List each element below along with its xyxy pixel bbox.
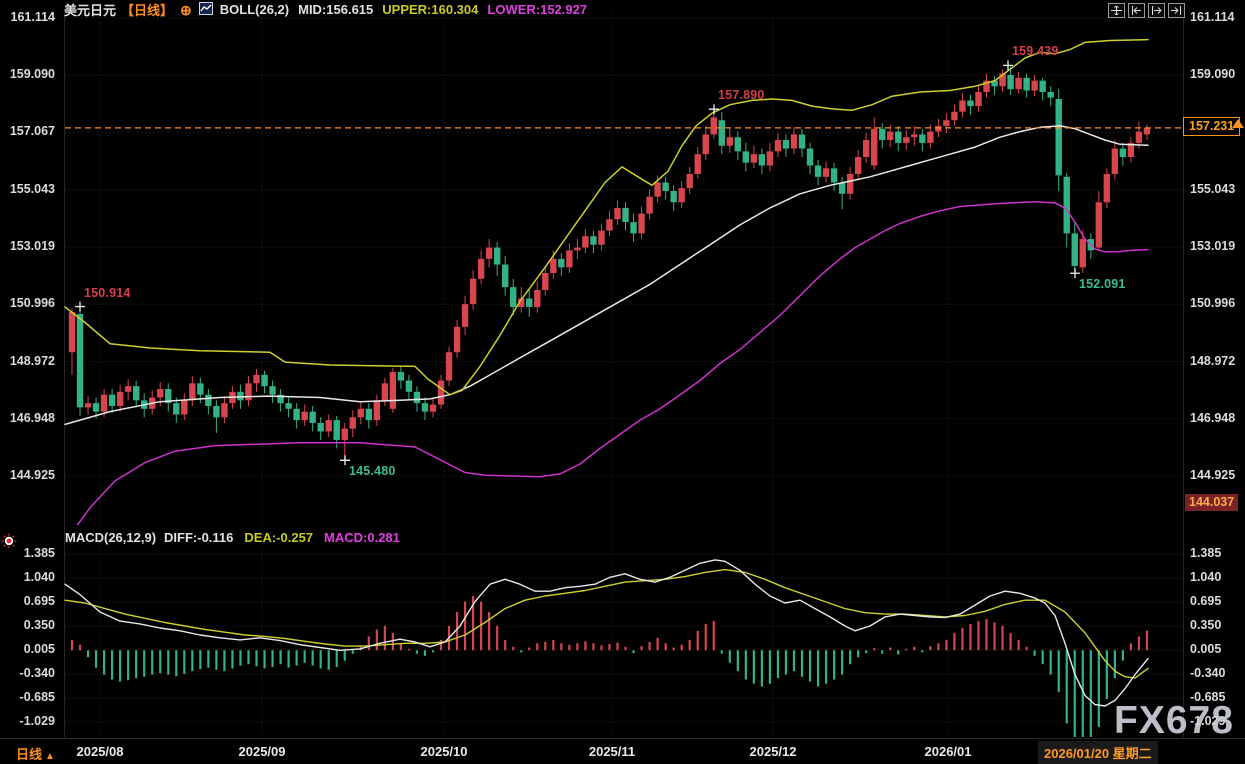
boll-lower-value: LOWER:152.927 (487, 2, 588, 17)
chart-header: 美元日元 【日线】 ⊕ BOLL(26,2) MID:156.615 UPPER… (64, 1, 587, 18)
time-axis-bar: 日线 ▲ 2025/08 2025/09 2025/10 2025/11 2025/12 2… (0, 738, 1245, 764)
price-tick: 155.043 (1190, 181, 1236, 196)
price-tick: 157.067 (9, 124, 55, 139)
macd-header: MACD(26,12,9) DIFF:-0.116 DEA:-0.257 MAC… (65, 530, 400, 545)
macd-macd-value: MACD:0.281 (324, 530, 400, 545)
time-label: 2026/01 (924, 744, 972, 759)
macd-dea-value: DEA:-0.257 (244, 530, 314, 545)
macd-tick: -1.029 (1190, 713, 1226, 728)
macd-axis-right: 1.385 1.040 0.695 0.350 0.005 -0.340 -0.685 -1.… (1187, 0, 1245, 764)
price-tick: 150.996 (1190, 296, 1236, 311)
macd-tick: 0.350 (1190, 617, 1222, 632)
macd-diff-value: DIFF:-0.116 (164, 530, 234, 545)
time-label: 2025/12 (749, 744, 797, 759)
macd-tick: -1.029 (19, 713, 55, 728)
macd-tick: 0.695 (1190, 593, 1222, 608)
boll-upper-value: UPPER:160.304 (382, 2, 479, 17)
watermark: FX678 (1114, 699, 1234, 742)
price-axis-left: 161.114 159.090 157.067 155.043 153.019 150.9… (0, 0, 59, 764)
price-tick: 144.925 (9, 467, 55, 482)
macd-label: MACD(26,12,9) (65, 530, 157, 545)
price-tick: 146.948 (9, 410, 55, 425)
low-price-tag: 144.037 (1185, 494, 1239, 511)
macd-tick: -0.685 (1190, 689, 1226, 704)
price-annotation: 159.439 (1012, 44, 1059, 59)
period-selector[interactable]: 日线 ▲ (16, 744, 55, 763)
indicator-chart-icon[interactable] (198, 1, 213, 18)
boll-mid-value: MID:156.615 (298, 2, 374, 17)
price-tick: 159.090 (9, 67, 55, 82)
price-annotation: 145.480 (349, 464, 396, 479)
macd-axis-left: 1.385 1.040 0.695 0.350 0.005 -0.340 -0.685 -1.… (0, 0, 59, 764)
macd-tick: 0.350 (23, 617, 55, 632)
macd-tick: 1.385 (1190, 545, 1222, 560)
price-annotation: 150.914 (84, 285, 131, 300)
macd-tick: -0.340 (19, 665, 55, 680)
time-label: 2025/08 (76, 744, 124, 759)
macd-tick: -0.685 (19, 689, 55, 704)
macd-tick: 0.005 (1190, 641, 1222, 656)
price-tick: 153.019 (1190, 239, 1236, 253)
selected-date-label: 2026/01/20 星期二 (1038, 741, 1158, 764)
price-annotation: 152.091 (1079, 277, 1126, 292)
pan-right-icon[interactable] (1148, 3, 1165, 18)
price-tick: 148.972 (9, 353, 55, 368)
price-tick: 161.114 (10, 10, 56, 24)
time-label: 2025/11 (588, 744, 636, 759)
macd-tick: 0.695 (23, 593, 55, 608)
chart-toolbar (1108, 3, 1185, 18)
macd-tick: 0.005 (23, 641, 55, 656)
period-label: 日线 (16, 747, 43, 762)
period-tag: 【日线】 (121, 3, 174, 18)
price-annotation: 157.890 (718, 88, 765, 103)
pan-left-icon[interactable] (1128, 3, 1145, 18)
symbol-title: 美元日元 (64, 3, 117, 18)
time-label: 2025/09 (238, 744, 286, 759)
price-tick: 155.043 (9, 181, 55, 196)
price-tick: 150.996 (9, 296, 55, 311)
macd-tick: 1.040 (1190, 569, 1222, 584)
price-tick: 144.925 (1190, 467, 1236, 482)
price-axis-right: 161.114159.090157.067155.043153.019150.9… (1187, 0, 1245, 764)
macd-tick: 1.385 (23, 545, 55, 560)
crosshair-marker-icon[interactable] (1, 533, 17, 554)
price-tick: 148.972 (1190, 353, 1236, 368)
jump-latest-icon[interactable] (1168, 3, 1185, 18)
price-tick: 153.019 (9, 239, 55, 253)
price-up-arrow-icon (1232, 119, 1244, 128)
add-indicator-icon[interactable]: ⊕ (180, 1, 192, 18)
macd-tick: -0.340 (1190, 665, 1226, 680)
time-label: 2025/10 (420, 744, 468, 759)
chevron-up-icon: ▲ (45, 751, 55, 762)
boll-label: BOLL(26,2) (219, 2, 290, 17)
macd-tick: 1.040 (23, 569, 55, 584)
price-tick: 159.090 (1190, 67, 1236, 82)
price-tick: 161.114 (1190, 10, 1235, 24)
price-tick: 146.948 (1190, 410, 1236, 425)
crosshair-move-icon[interactable] (1108, 3, 1125, 18)
